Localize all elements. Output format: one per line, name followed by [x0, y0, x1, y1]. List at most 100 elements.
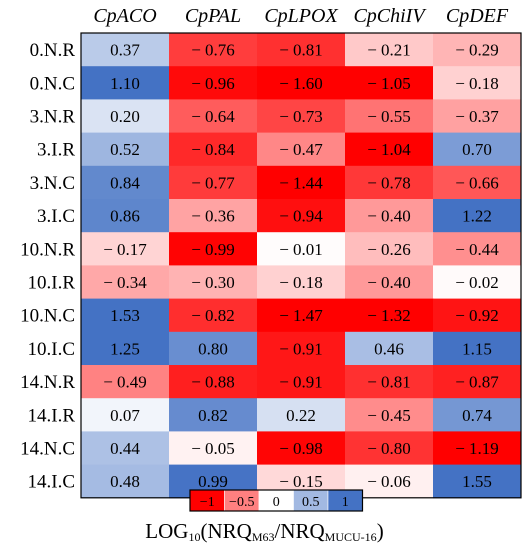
cell-value-label: − 1.32 [367, 306, 411, 325]
heatmap-cell [169, 331, 258, 366]
heatmap-cell [169, 165, 258, 200]
heatmap-cell [257, 265, 346, 300]
heatmap-cell [81, 33, 170, 67]
cell-value-label: − 0.73 [279, 107, 323, 126]
colorbar-tick-label: −1 [200, 495, 215, 510]
cell-value-label: − 0.29 [455, 41, 499, 60]
heatmap-cell [345, 431, 434, 466]
cell-value-label: − 1.04 [367, 140, 411, 159]
cell-value-label: − 0.37 [455, 107, 499, 126]
heatmap-cell [345, 99, 434, 134]
cell-value-label: − 1.19 [455, 439, 499, 458]
heatmap-cell [81, 265, 170, 300]
cell-value-label: − 1.44 [279, 173, 323, 192]
colorbar-tick-label: 1 [342, 495, 349, 510]
heatmap-cell [81, 232, 170, 266]
heatmap-cell [169, 132, 258, 167]
cell-value-label: 0.07 [110, 406, 140, 425]
cell-value-label: − 0.81 [279, 41, 323, 60]
heatmap-cell [433, 331, 522, 366]
heatmap-cell [257, 431, 346, 466]
heatmap-cell [433, 132, 522, 167]
row-label: 10.N.C [20, 306, 75, 327]
cell-value-label: − 0.06 [367, 472, 411, 491]
cell-value-label: − 0.55 [367, 107, 411, 126]
heatmap-cell [433, 66, 522, 100]
heatmap-cell [433, 199, 522, 233]
cell-value-label: − 0.18 [279, 273, 323, 292]
heatmap-cell [433, 298, 522, 333]
cell-value-label: 0.82 [198, 406, 228, 425]
heatmap-cell [345, 331, 434, 366]
heatmap-cell [81, 331, 170, 366]
row-label: 14.N.R [20, 372, 75, 393]
row-label: 10.I.R [28, 273, 76, 294]
heatmap-cell [257, 33, 346, 67]
heatmap-cell [81, 298, 170, 333]
heatmap-cell [433, 33, 522, 67]
cell-value-label: 0.46 [374, 339, 404, 358]
heatmap-cell [345, 33, 434, 67]
heatmap-cell [169, 199, 258, 233]
column-header: CpACO [93, 5, 156, 27]
heatmap-cell [345, 232, 434, 266]
heatmap-cell [433, 398, 522, 432]
heatmap-cells: 0.37 − 0.76 − 0.81 − 0.21 − 0.29 1.10 − 0.96 − … [81, 33, 522, 499]
cell-value-label: − 0.40 [367, 207, 411, 226]
cell-value-label: − 0.49 [103, 373, 147, 392]
cell-value-label: − 0.91 [279, 373, 323, 392]
cell-value-label: − 0.44 [455, 240, 499, 259]
cell-value-label: 1.55 [462, 472, 492, 491]
colorbar-border [189, 489, 364, 512]
cell-value-label: 0.86 [110, 207, 140, 226]
heatmap-cell [433, 265, 522, 300]
cell-value-label: − 0.80 [367, 439, 411, 458]
row-label: 14.N.C [20, 439, 75, 460]
row-label: 3.N.R [30, 107, 76, 128]
heatmap-cell [81, 398, 170, 432]
heatmap-cell [345, 165, 434, 200]
colorbar-tick-label: −0.5 [229, 495, 254, 510]
heatmap-cell [169, 398, 258, 432]
heatmap-cell [81, 431, 170, 466]
cell-value-label: 1.22 [462, 207, 492, 226]
heatmap-cell [433, 99, 522, 134]
heatmap-cell [345, 199, 434, 233]
cell-value-label: − 0.18 [455, 74, 499, 93]
cell-value-label: − 0.05 [191, 439, 235, 458]
cell-value-label: 0.22 [286, 406, 316, 425]
column-header: CpLPOX [264, 5, 338, 27]
cell-value-label: 0.70 [462, 140, 492, 159]
heatmap-cell [433, 464, 522, 499]
heatmap-cell [257, 331, 346, 366]
heatmap-cell [81, 365, 170, 399]
cell-value-label: 0.80 [198, 339, 228, 358]
cell-value-label: 0.20 [110, 107, 140, 126]
heatmap-cell [169, 232, 258, 266]
heatmap-cell [169, 365, 258, 399]
heatmap-cell [257, 66, 346, 100]
row-label: 0.N.C [30, 73, 75, 94]
cell-value-label: − 0.40 [367, 273, 411, 292]
row-label: 10.N.R [20, 239, 75, 260]
heatmap-cell [345, 398, 434, 432]
column-header: CpDEF [446, 5, 509, 27]
heatmap-cell [345, 66, 434, 100]
row-label: 3.I.R [37, 140, 75, 161]
heatmap-cell [169, 33, 258, 67]
cell-value-label: − 0.78 [367, 173, 411, 192]
cell-value-label: − 0.84 [191, 140, 235, 159]
heatmap-cell [257, 365, 346, 399]
heatmap-cell [257, 99, 346, 134]
heatmap-cell [345, 298, 434, 333]
heatmap-cell [169, 66, 258, 100]
cell-value-label: 0.84 [110, 173, 140, 192]
heatmap-cell [345, 365, 434, 399]
heatmap-cell [257, 165, 346, 200]
cell-value-label: − 0.34 [103, 273, 147, 292]
cell-value-label: − 0.21 [367, 41, 411, 60]
heatmap-cell [345, 265, 434, 300]
heatmap-cell [433, 431, 522, 466]
colorbar: −1 −0.5 0 0.5 1 [189, 489, 364, 512]
